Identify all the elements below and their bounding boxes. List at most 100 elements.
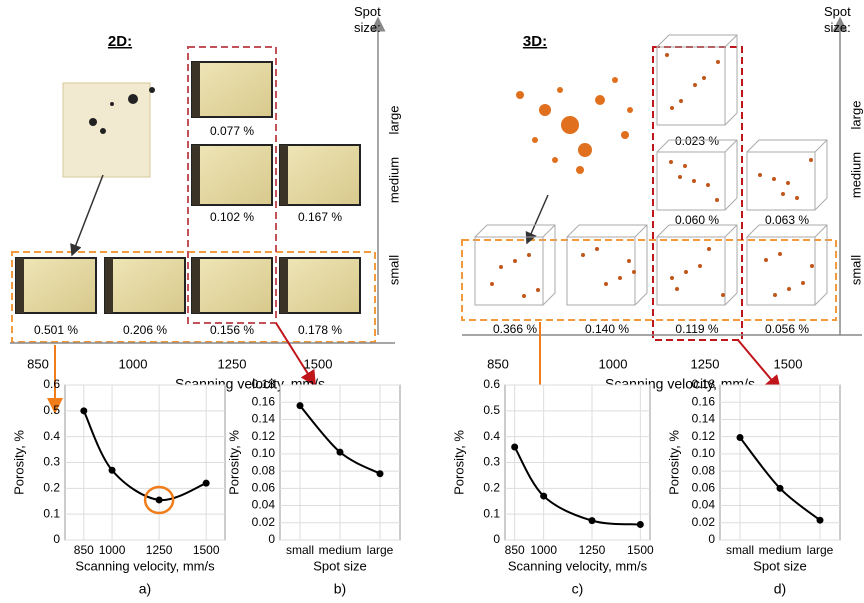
highlight-box: [652, 46, 743, 341]
panel-title: 3D:: [523, 33, 547, 50]
pore: [693, 83, 697, 87]
x-tick-label: medium: [759, 543, 802, 557]
data-point: [736, 434, 744, 442]
y-tick-label: 0: [53, 532, 60, 546]
pore: [707, 247, 711, 251]
x-axis-title: Spot size: [313, 558, 366, 573]
row-label: large: [848, 101, 863, 130]
x-tick-label: 1250: [579, 543, 606, 557]
y-tick-label: 0.5: [43, 403, 60, 417]
pore: [787, 287, 791, 291]
sample-image: [15, 257, 97, 314]
pore: [632, 270, 636, 274]
data-point: [108, 466, 116, 474]
sample-image: [191, 144, 273, 206]
y-tick-label: 0.4: [483, 429, 500, 443]
pore: [809, 158, 813, 162]
x-axis-title: Spot size: [753, 558, 806, 573]
pore: [773, 293, 777, 297]
sample-porosity: 0.167 %: [298, 210, 342, 224]
data-point: [816, 516, 824, 524]
panel-label: c): [572, 581, 584, 597]
pore: [678, 175, 682, 179]
x-tick-label: small: [286, 543, 314, 557]
panel-label: d): [774, 581, 786, 597]
data-point: [376, 470, 384, 478]
y-tick-label: 0.6: [43, 377, 60, 391]
x-tick-label: 1250: [691, 356, 720, 371]
sample-edge: [280, 145, 288, 205]
sample-porosity: 0.023 %: [675, 134, 719, 148]
x-tick-label: 1500: [193, 543, 220, 557]
pore: [670, 106, 674, 110]
y-tick-label: 0.1: [483, 506, 500, 520]
x-tick-label: large: [367, 543, 394, 557]
sample-porosity: 0.102 %: [210, 210, 254, 224]
row-label: small: [386, 255, 401, 285]
pore: [772, 177, 776, 181]
y-axis-title: Porosity, %: [666, 430, 681, 495]
pore: [679, 99, 683, 103]
data-point: [336, 448, 344, 456]
pore: [595, 247, 599, 251]
x-tick-label: 850: [27, 356, 49, 371]
y-tick-label: 0.04: [252, 498, 276, 512]
pore: [758, 173, 762, 177]
y-tick-label: 0.1: [43, 506, 60, 520]
y-axis-title: Porosity, %: [451, 430, 466, 495]
pore: [513, 259, 517, 263]
pore: [692, 179, 696, 183]
y-tick-label: 0: [268, 532, 275, 546]
row-label: large: [386, 106, 401, 135]
sample-edge: [280, 258, 288, 313]
x-tick-label: 1500: [627, 543, 654, 557]
x-tick-label: 850: [74, 543, 94, 557]
row-label: medium: [386, 157, 401, 203]
pore: [706, 183, 710, 187]
y-tick-label: 0.5: [483, 403, 500, 417]
y-tick-label: 0.10: [692, 446, 716, 460]
pore-cluster: [516, 77, 633, 174]
y-tick-label: 0.18: [252, 377, 276, 391]
x-tick-label: 1250: [218, 356, 247, 371]
panel-title: 2D:: [108, 33, 132, 50]
sample-edge: [105, 258, 113, 313]
pore: [801, 281, 805, 285]
pore: [683, 164, 687, 168]
row-label: medium: [848, 152, 863, 198]
x-tick-label: 1500: [304, 356, 333, 371]
data-point: [202, 479, 210, 487]
y-tick-label: 0.02: [692, 515, 716, 529]
x-tick-label: medium: [319, 543, 362, 557]
pore: [669, 160, 673, 164]
sample-edge: [192, 145, 200, 205]
x-axis-title: Scanning velocity, mm/s: [508, 558, 648, 573]
x-tick-label: 1000: [99, 543, 126, 557]
pore: [764, 258, 768, 262]
arrow: [525, 194, 549, 245]
spot-size-label: Spot size:: [824, 4, 851, 35]
sample-edge: [16, 258, 24, 313]
y-tick-label: 0.16: [692, 394, 716, 408]
sample-porosity: 0.156 %: [210, 323, 254, 337]
y-tick-label: 0.4: [43, 429, 60, 443]
highlight-circle: [143, 485, 175, 515]
y-tick-label: 0.06: [692, 481, 716, 495]
y-tick-label: 0: [708, 532, 715, 546]
x-tick-label: 1000: [599, 356, 628, 371]
highlight-box: [461, 239, 837, 321]
x-tick-label: 1250: [146, 543, 173, 557]
y-tick-label: 0.12: [692, 429, 716, 443]
sample-image: [191, 257, 273, 314]
sample-porosity: 0.140 %: [585, 322, 629, 336]
pore-cube: [656, 224, 738, 306]
y-axis-title: Porosity, %: [11, 430, 26, 495]
y-tick-label: 0.02: [252, 515, 276, 529]
y-tick-label: 0.2: [43, 481, 60, 495]
sample-porosity: 0.206 %: [123, 323, 167, 337]
y-tick-label: 0.10: [252, 446, 276, 460]
pore: [702, 76, 706, 80]
sample-porosity: 0.056 %: [765, 322, 809, 336]
y-tick-label: 0.3: [43, 455, 60, 469]
